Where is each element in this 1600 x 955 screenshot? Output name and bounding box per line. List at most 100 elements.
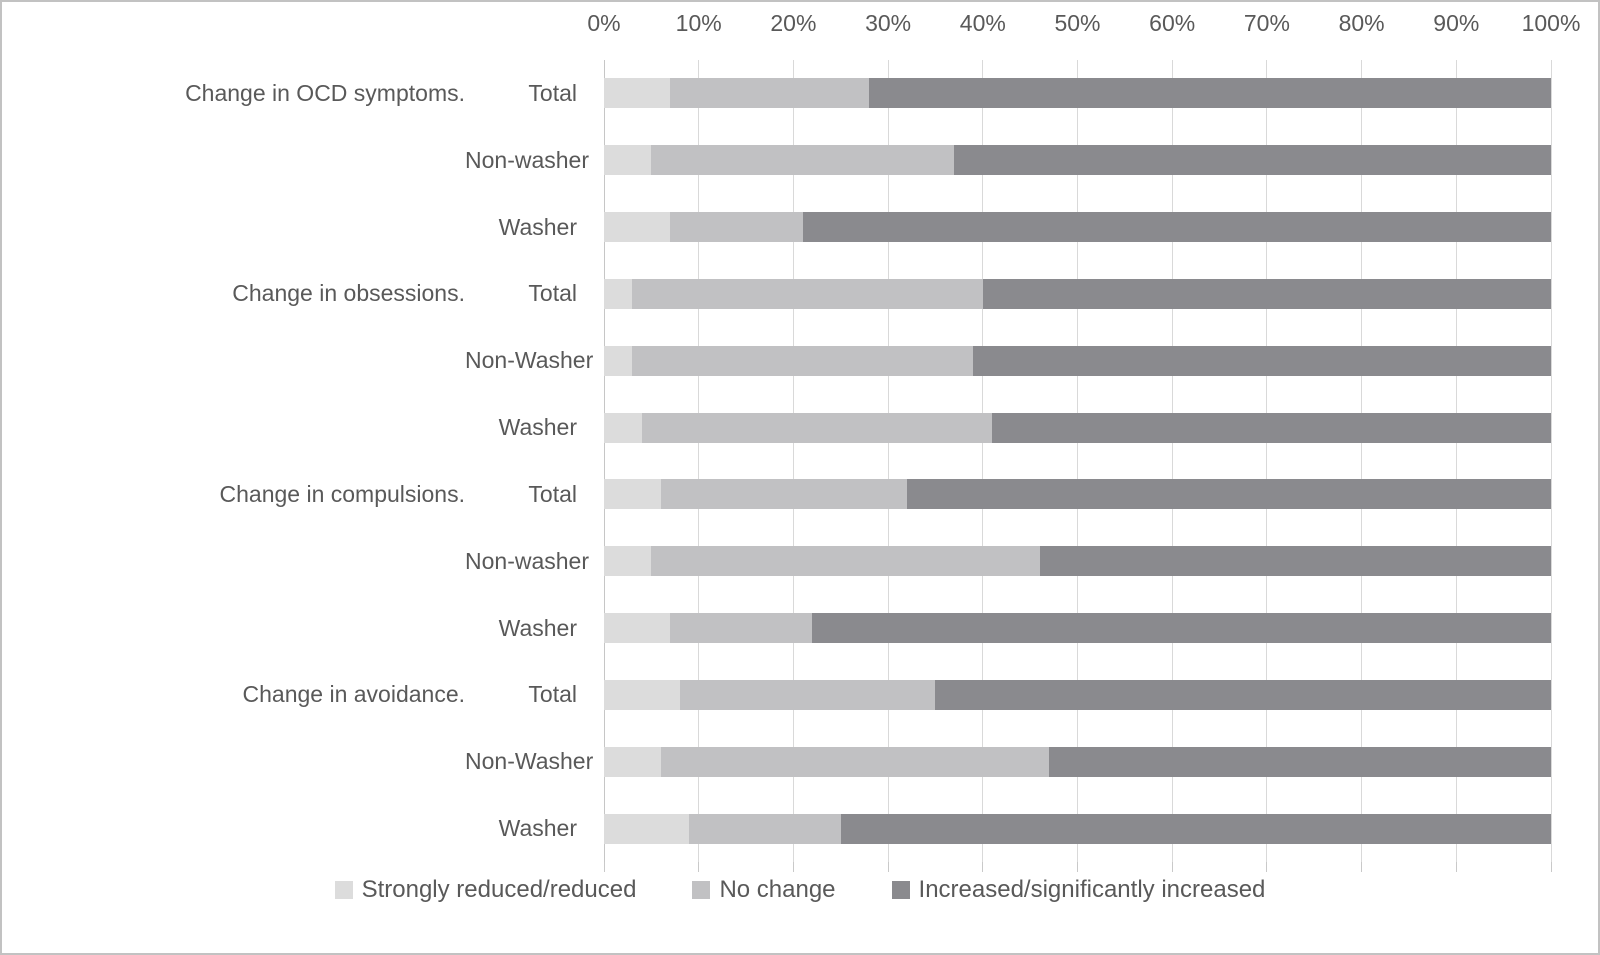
bar-segment (1039, 546, 1551, 577)
category-sub-label: Non-Washer (465, 748, 594, 775)
bar-segment (660, 746, 1050, 777)
x-tick-label: 90% (1433, 10, 1480, 36)
bar-segment (679, 679, 936, 710)
axis-tick-mark (887, 862, 889, 872)
category-sub-label: Total (528, 480, 577, 507)
bar-segment (660, 479, 908, 510)
gridline (1171, 60, 1173, 862)
category-label-row: Change in OCD symptoms. Total (2, 60, 577, 127)
category-sub-label: Washer (498, 414, 577, 441)
bar-segment (604, 813, 690, 844)
gridlines (603, 60, 1552, 862)
axis-tick-mark (698, 862, 700, 872)
axis-tick-mark (1361, 862, 1363, 872)
x-axis-bottom-ticks (603, 862, 1552, 874)
bar-segment (812, 613, 1551, 644)
category-label-row: Non-Washer (2, 728, 594, 795)
legend-swatch-icon (891, 881, 910, 899)
bar-segment (992, 412, 1551, 443)
bar-segment (604, 278, 633, 309)
axis-tick-mark (792, 862, 794, 872)
bar-segment (982, 278, 1551, 309)
category-label-row: Washer (2, 795, 577, 862)
bar-segment (670, 613, 813, 644)
chart-row (604, 260, 1551, 327)
bar-segment (604, 78, 671, 109)
axis-tick-mark (982, 862, 984, 872)
gridline (1455, 60, 1457, 862)
bar-segment (604, 546, 652, 577)
stacked-bar (604, 345, 1551, 376)
x-tick-label: 0% (587, 10, 621, 36)
plot-area (603, 60, 1552, 862)
category-sub-label: Washer (498, 213, 577, 240)
legend: Strongly reduced/reduced No change Increas… (2, 876, 1598, 904)
category-sub-label: Total (528, 280, 577, 307)
category-sub-label: Total (528, 79, 577, 106)
category-label-row: Washer (2, 595, 577, 662)
stacked-bar (604, 212, 1551, 243)
category-group-label: Change in OCD symptoms. (185, 79, 465, 106)
chart-row (604, 394, 1551, 461)
stacked-bar (604, 546, 1551, 577)
x-tick-label: 40% (959, 10, 1006, 36)
x-tick-label: 50% (1054, 10, 1101, 36)
category-labels: Change in OCD symptoms. Total Non-washer Wa… (2, 60, 594, 862)
axis-tick-mark (603, 862, 605, 872)
bar-segment (1049, 746, 1551, 777)
gridline (887, 60, 889, 862)
bar-segment (604, 412, 642, 443)
category-label-row: Washer (2, 194, 577, 261)
bar-segment (651, 546, 1040, 577)
gridline (1550, 60, 1552, 862)
bar-segment (604, 613, 671, 644)
category-sub-label: Non-washer (465, 146, 589, 173)
chart-row (604, 595, 1551, 662)
legend-swatch-icon (692, 881, 711, 899)
chart-row (604, 528, 1551, 595)
axis-tick-mark (1077, 862, 1078, 872)
category-label-row: Change in compulsions. Total (2, 461, 577, 528)
gridline (1266, 60, 1268, 862)
gridline (982, 60, 984, 862)
category-sub-label: Non-washer (465, 547, 589, 574)
bar-segment (802, 212, 1551, 243)
bar-segment (632, 278, 983, 309)
x-tick-label: 100% (1521, 10, 1581, 36)
category-sub-label: Washer (498, 815, 577, 842)
x-tick-label: 70% (1243, 10, 1290, 36)
category-group-label: Change in obsessions. (232, 280, 465, 307)
bar-segment (632, 345, 974, 376)
category-label-row: Non-washer (2, 528, 589, 595)
bar-segment (604, 145, 652, 176)
chart-row (604, 60, 1551, 127)
x-tick-label: 20% (770, 10, 817, 36)
axis-tick-mark (1550, 862, 1552, 872)
category-label-row: Change in obsessions. Total (2, 260, 577, 327)
legend-item: Strongly reduced/reduced (334, 876, 636, 904)
axis-tick-mark (1455, 862, 1457, 872)
bar-segment (840, 813, 1551, 844)
gridline (1361, 60, 1363, 862)
x-axis-top: 0% 10% 20% 30% 40% 50% 60% 70% 80% 90% 100% (587, 2, 1580, 60)
category-sub-label: Total (528, 681, 577, 708)
bar-segment (935, 679, 1551, 710)
bar-segment (670, 78, 870, 109)
bar-segment (604, 746, 661, 777)
x-tick-label: 30% (865, 10, 912, 36)
gridline (698, 60, 700, 862)
x-tick-label: 80% (1338, 10, 1385, 36)
category-group-label: Change in compulsions. (219, 480, 465, 507)
stacked-bar (604, 746, 1551, 777)
stacked-bar (604, 679, 1551, 710)
axis-tick-mark (1171, 862, 1173, 872)
legend-item: Increased/significantly increased (891, 876, 1265, 904)
category-sub-label: Non-Washer (465, 347, 594, 374)
category-label-row: Change in avoidance. Total (2, 661, 578, 728)
legend-swatch-icon (334, 881, 353, 899)
category-label-row: Non-washer (2, 127, 589, 194)
stacked-bar (604, 145, 1551, 176)
chart-row (604, 327, 1551, 394)
chart-row (604, 661, 1551, 728)
